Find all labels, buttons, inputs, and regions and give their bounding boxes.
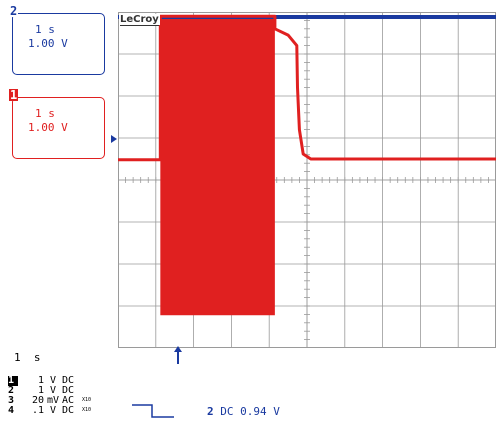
channel-unit: V [49,375,57,386]
trigger-level: 0.94 V [240,405,280,418]
trigger-info: 2 DC 0.94 V [207,405,280,418]
channel-2-timebase: 1 s [35,23,55,36]
channel-1-volts-div: 1.00 V [28,121,68,134]
channel-number: 3 [8,395,15,406]
channel-1-timebase: 1 s [35,107,55,120]
channel-coupling: DC [62,405,75,416]
channel-2-tag: 2 [9,4,19,18]
channel-unit: mV [46,395,60,406]
channel-number: 1 [8,376,18,386]
trigger-source: 2 [207,405,214,418]
trigger-level-marker-icon [111,135,117,143]
channel-scale: 20 [31,395,44,406]
lecroy-logo: LeCroy [119,14,160,26]
channel-1-box[interactable]: 1 1 s 1.00 V [9,89,105,159]
channel-2-volts-div: 1.00 V [28,37,68,50]
timebase-readout: 1 s [14,351,41,364]
trace-channel-1 [118,14,496,162]
channel-1-tag: 1 [9,88,19,102]
channel-scale: 1 [37,385,44,396]
scope-grid [118,12,496,348]
lecroy-logo-text: LeCroy [120,14,159,26]
up-arrow-icon [174,346,182,364]
channel-number: 4 [8,405,15,416]
channel-scale: .1 [31,405,44,416]
channel-2-readout: 2 1 V DC [8,386,82,396]
channel-coupling: DC [62,375,75,386]
channel-2-box[interactable]: 2 1 s 1.00 V [9,5,105,75]
channel-3-readout: 3 20 mV AC X10 [8,396,91,406]
trigger-coupling: DC [220,405,234,418]
channel-1-readout: 1 1 V DC [8,376,82,386]
trigger-falling-edge-icon [132,404,174,418]
channel-scale: 1 [37,375,44,386]
channel-unit: V [49,405,57,416]
channel-probe-factor: X10 [82,396,92,403]
channel-4-readout: 4 .1 V DC X10 [8,406,91,416]
channel-coupling: AC [62,395,75,406]
channel-coupling: DC [62,385,75,396]
channel-number: 2 [8,385,15,396]
channel-probe-factor: X10 [82,406,92,413]
channel-unit: V [49,385,57,396]
burst-block [160,16,275,316]
